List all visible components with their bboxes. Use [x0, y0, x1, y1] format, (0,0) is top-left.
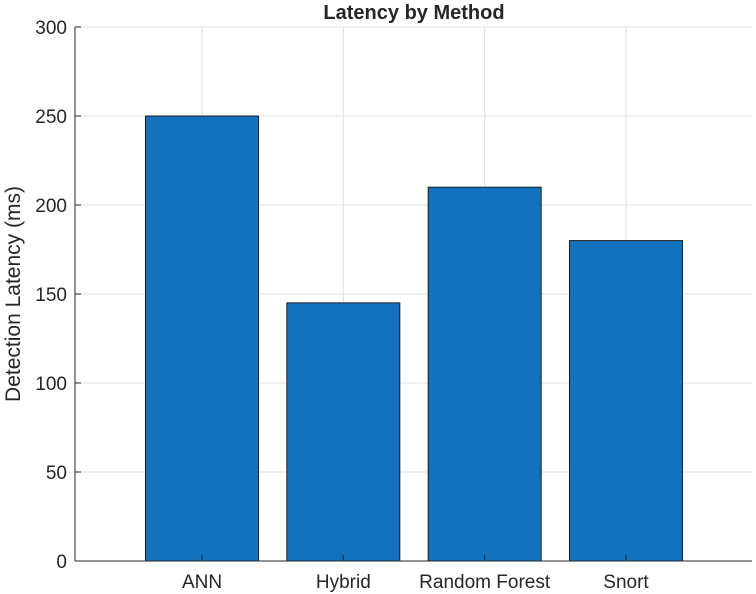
chart-title: Latency by Method — [323, 2, 504, 24]
y-axis-label: Detection Latency (ms) — [2, 186, 25, 402]
axes — [74, 26, 752, 562]
bar-snort — [568, 240, 683, 562]
y-tick-label: 300 — [35, 18, 67, 39]
bar-ann — [145, 115, 259, 562]
y-tick-label: 100 — [35, 374, 67, 395]
y-tick-label: 0 — [56, 552, 67, 573]
y-tick-label: 50 — [46, 463, 67, 484]
x-tick-label: Random Forest — [419, 572, 551, 593]
x-tick-labels: ANN Hybrid Random Forest Snort — [182, 572, 649, 593]
y-tick-labels: 0 50 100 150 200 250 300 — [35, 18, 67, 573]
x-tick-label: Snort — [603, 572, 649, 593]
x-tick-label: ANN — [182, 572, 222, 593]
y-tick-label: 200 — [35, 196, 67, 217]
y-tick-label: 250 — [35, 107, 67, 128]
y-tick-label: 150 — [35, 285, 67, 306]
bar-hybrid — [286, 302, 401, 562]
bar-random-forest — [427, 186, 542, 562]
x-tick-label: Hybrid — [316, 572, 371, 593]
bars — [145, 115, 683, 562]
